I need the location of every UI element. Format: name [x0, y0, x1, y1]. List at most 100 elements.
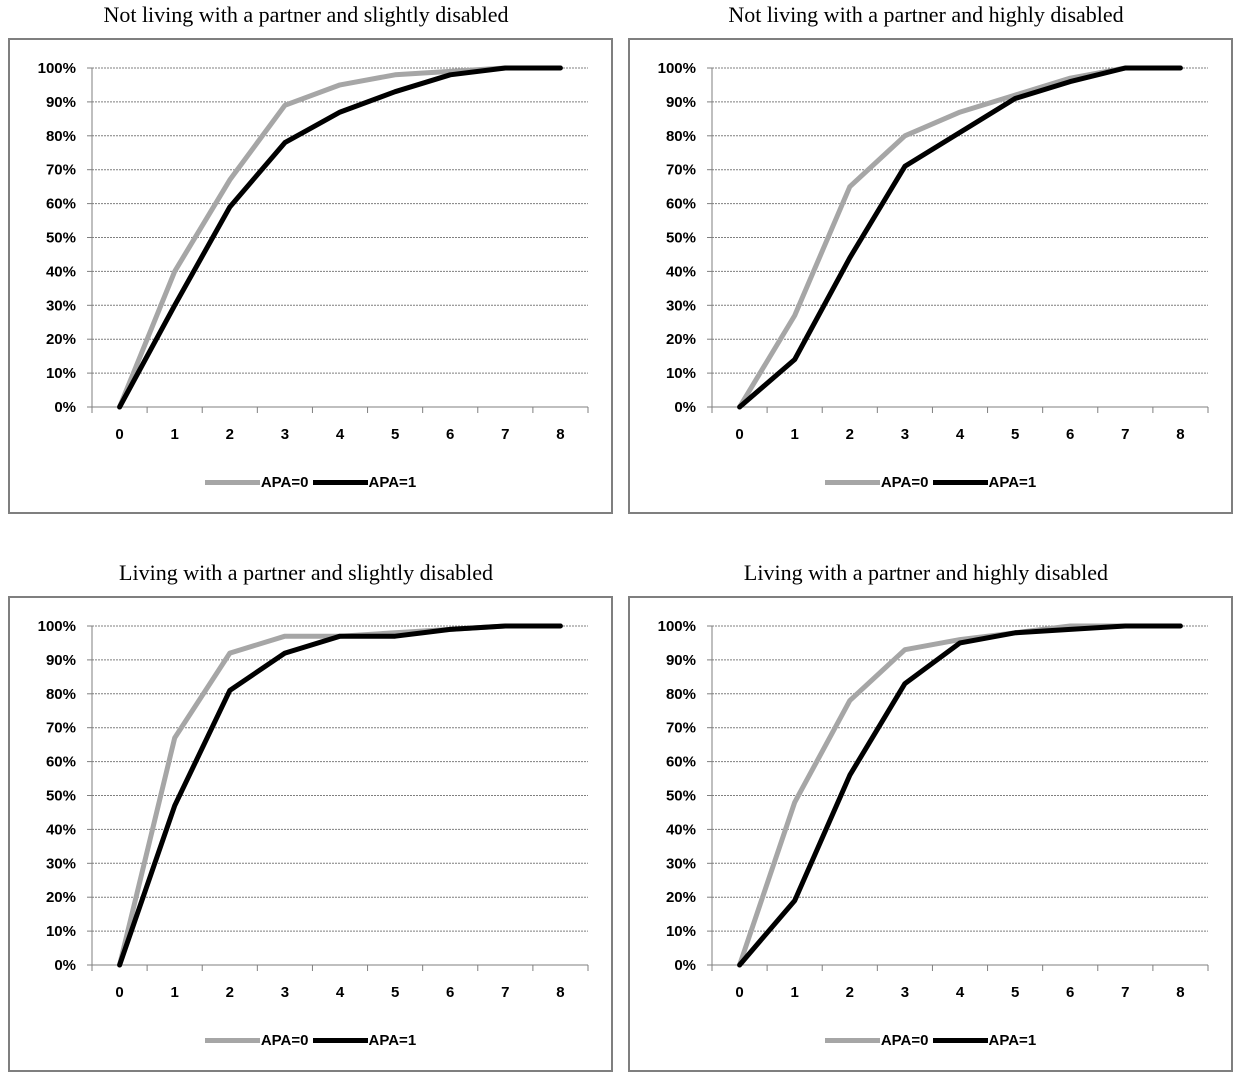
legend: APA=0 APA=1 — [630, 1028, 1231, 1052]
chart-panel-3: Living with a partner and highly disable… — [620, 558, 1233, 1088]
y-tick-label: 0% — [54, 399, 76, 416]
x-tick-label: 6 — [1066, 426, 1074, 443]
chart-title: Not living with a partner and slightly d… — [103, 2, 509, 27]
y-tick-label: 10% — [46, 365, 76, 382]
y-tick-label: 90% — [46, 652, 76, 669]
legend: APA=0 APA=1 — [10, 1028, 611, 1052]
y-tick-label: 80% — [666, 686, 696, 703]
x-tick-label: 7 — [1121, 426, 1129, 443]
legend-swatch-apa0 — [824, 1037, 880, 1043]
x-tick-label: 1 — [170, 426, 178, 443]
x-tick-label: 3 — [281, 426, 289, 443]
chart-frame: 0% 10% 20% 30% 40% 50% 60% 70% 80% 90% 100% 0 1 2 3 4 5 6… — [628, 38, 1233, 514]
line-chart: 0% 10% 20% 30% 40% 50% 60% 70% 80% 90% 100% 0 1 2 3 4 5 6… — [658, 618, 1209, 1001]
legend: APA=0 APA=1 — [630, 470, 1231, 494]
x-tick-label: 2 — [226, 984, 234, 1001]
y-tick-label: 70% — [666, 720, 696, 737]
y-tick-label: 60% — [666, 196, 696, 213]
x-tick-label: 4 — [336, 426, 345, 443]
y-tick-label: 40% — [666, 821, 696, 838]
y-tick-label: 90% — [666, 652, 696, 669]
y-tick-label: 70% — [46, 720, 76, 737]
legend-item-apa1: APA=1 — [312, 474, 416, 491]
legend-item-apa0: APA=0 — [824, 473, 929, 491]
y-tick-label: 90% — [46, 94, 76, 111]
x-tick-label: 7 — [501, 984, 509, 1001]
y-tick-label: 100% — [38, 60, 76, 77]
legend-label-apa0: APA=0 — [260, 1031, 309, 1049]
x-tick-label: 8 — [556, 984, 564, 1001]
legend-item-apa1: APA=1 — [932, 473, 1037, 491]
x-tick-label: 2 — [846, 984, 854, 1001]
y-tick-label: 10% — [666, 365, 696, 382]
x-tick-label: 0 — [735, 984, 743, 1001]
x-tick-label: 5 — [1011, 426, 1019, 443]
legend-item-apa0: APA=0 — [204, 474, 309, 491]
y-tick-label: 80% — [666, 128, 696, 145]
y-tick-label: 20% — [666, 331, 696, 348]
x-tick-label: 4 — [336, 984, 345, 1001]
chart-title: Not living with a partner and highly dis… — [728, 2, 1124, 27]
x-tick-label: 3 — [901, 984, 909, 1001]
y-tick-label: 40% — [46, 821, 76, 838]
y-tick-label: 70% — [666, 162, 696, 179]
legend-swatch-apa0 — [204, 479, 260, 485]
chart-frame: 0% 10% 20% 30% 40% 50% 60% 70% 80% 90% 100% 0 1 2 3 4 5 6… — [628, 596, 1233, 1072]
legend-swatch-apa1 — [932, 1037, 988, 1043]
y-tick-label: 70% — [46, 162, 76, 179]
x-tick-label: 7 — [501, 426, 509, 443]
chart-panel-1: Not living with a partner and highly dis… — [620, 0, 1233, 530]
x-tick-label: 6 — [446, 426, 454, 443]
y-tick-label: 0% — [674, 399, 696, 416]
x-tick-label: 1 — [790, 984, 798, 1001]
x-tick-label: 5 — [1011, 984, 1019, 1001]
y-tick-label: 100% — [658, 618, 696, 635]
y-tick-label: 0% — [674, 957, 696, 974]
y-tick-label: 60% — [666, 754, 696, 771]
y-tick-label: 90% — [666, 94, 696, 111]
x-tick-label: 0 — [115, 984, 123, 1001]
x-tick-label: 1 — [790, 426, 798, 443]
y-tick-label: 30% — [666, 297, 696, 314]
x-tick-label: 7 — [1121, 984, 1129, 1001]
y-tick-label: 10% — [46, 923, 76, 940]
y-tick-label: 30% — [46, 297, 76, 314]
y-tick-label: 30% — [46, 855, 76, 872]
legend-item-apa0: APA=0 — [204, 1031, 309, 1049]
x-tick-label: 5 — [391, 984, 399, 1001]
legend-label-apa1: APA=1 — [988, 473, 1037, 491]
y-tick-label: 30% — [666, 855, 696, 872]
y-tick-label: 60% — [46, 196, 76, 213]
x-tick-label: 8 — [1176, 426, 1184, 443]
x-tick-label: 2 — [846, 426, 854, 443]
legend-label-apa0: APA=0 — [880, 473, 929, 491]
x-tick-label: 3 — [281, 984, 289, 1001]
legend: APA=0 APA=1 — [10, 470, 611, 494]
legend-swatch-apa1 — [312, 479, 368, 485]
x-tick-label: 2 — [226, 426, 234, 443]
x-tick-label: 6 — [446, 984, 454, 1001]
legend-swatch-apa1 — [312, 1037, 368, 1043]
x-tick-label: 4 — [956, 426, 965, 443]
chart-title: Living with a partner and highly disable… — [743, 560, 1109, 585]
legend-item-apa0: APA=0 — [824, 1031, 929, 1049]
x-tick-label: 4 — [956, 984, 965, 1001]
legend-label-apa1: APA=1 — [368, 1031, 417, 1049]
y-tick-label: 20% — [46, 889, 76, 906]
line-chart: 0% 10% 20% 30% 40% 50% 60% 70% 80% 90% 100% 0 1 2 3 4 5 6… — [38, 60, 589, 443]
y-tick-label: 10% — [666, 923, 696, 940]
y-tick-label: 80% — [46, 128, 76, 145]
y-tick-label: 50% — [46, 788, 76, 805]
legend-label-apa0: APA=0 — [880, 1031, 929, 1049]
line-chart: 0% 10% 20% 30% 40% 50% 60% 70% 80% 90% 100% 0 1 2 3 4 5 6… — [38, 618, 589, 1001]
y-tick-label: 20% — [666, 889, 696, 906]
y-tick-label: 20% — [46, 331, 76, 348]
series-line-apa1 — [117, 65, 563, 410]
chart-panel-0: Not living with a partner and slightly d… — [0, 0, 613, 530]
x-tick-label: 3 — [901, 426, 909, 443]
x-tick-label: 8 — [1176, 984, 1184, 1001]
y-tick-label: 0% — [54, 957, 76, 974]
legend-item-apa1: APA=1 — [312, 1031, 417, 1049]
series-line-apa1 — [117, 623, 563, 968]
chart-panel-2: Living with a partner and slightly disab… — [0, 558, 613, 1088]
